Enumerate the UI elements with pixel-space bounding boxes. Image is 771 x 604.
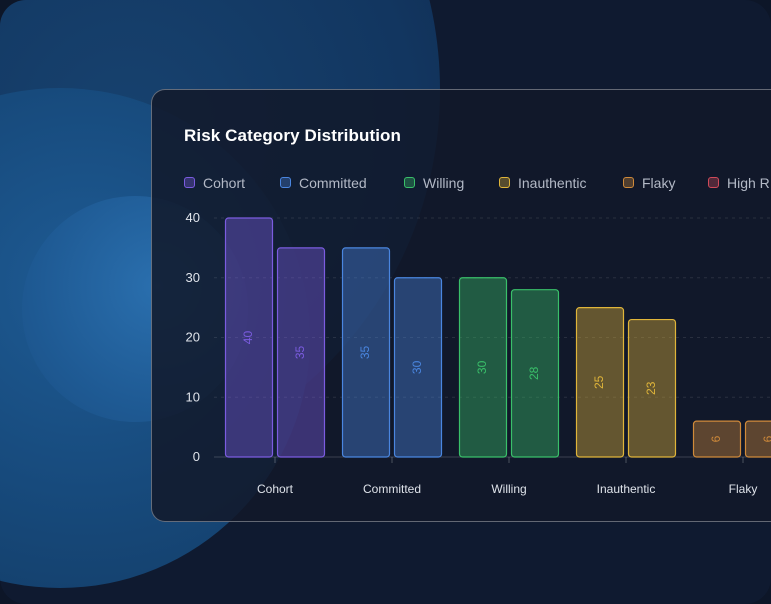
legend-label: Inauthentic: [518, 175, 587, 191]
legend-label: Committed: [299, 175, 367, 191]
bar-value-label: 35: [293, 345, 307, 359]
y-tick-label: 0: [193, 449, 200, 464]
x-tick-label: Willing: [491, 482, 526, 496]
bar: [510, 289, 560, 458]
x-tick-label: Cohort: [257, 482, 294, 496]
bar-value-label: 30: [475, 360, 489, 374]
bar-value-label: 6: [761, 435, 771, 442]
chart-plot: 0 10 20 30 40 40 35 Cohort 35 30 Committed 30 28 Will…: [186, 210, 771, 496]
legend-swatch: [280, 177, 291, 188]
chart-title: Risk Category Distribution: [184, 126, 402, 145]
bar: [341, 247, 391, 458]
legend-swatch: [623, 177, 634, 188]
bar: [393, 277, 443, 458]
bar-value-label: 23: [644, 381, 658, 395]
y-tick-label: 30: [186, 270, 200, 285]
y-tick-label: 10: [186, 389, 200, 404]
legend-label: High R: [727, 175, 770, 191]
legend-label: Cohort: [203, 175, 246, 191]
bar: [458, 277, 508, 458]
bar-value-label: 6: [709, 435, 723, 442]
legend-swatch: [708, 177, 719, 188]
bar-value-label: 25: [592, 375, 606, 389]
bar: [276, 247, 326, 458]
bar: [744, 420, 771, 458]
x-tick-label: Inauthentic: [597, 482, 656, 496]
y-tick-label: 20: [186, 330, 200, 345]
legend-swatch: [184, 177, 195, 188]
bar-value-label: 30: [410, 360, 424, 374]
legend-label: Flaky: [642, 175, 676, 191]
legend-swatch: [404, 177, 415, 188]
x-tick-label: Committed: [363, 482, 421, 496]
bar: [575, 307, 625, 458]
y-tick-label: 40: [186, 210, 200, 225]
bar-value-label: 40: [241, 331, 255, 345]
bar-value-label: 35: [358, 345, 372, 359]
bar: [627, 318, 677, 458]
bar-value-label: 28: [527, 366, 541, 380]
x-tick-label: Flaky: [729, 482, 758, 496]
bar: [692, 420, 742, 458]
legend-label: Willing: [423, 175, 465, 191]
legend-swatch: [499, 177, 510, 188]
bar: [224, 217, 274, 458]
chart-card: Risk Category Distribution Cohort Commit…: [151, 89, 771, 522]
